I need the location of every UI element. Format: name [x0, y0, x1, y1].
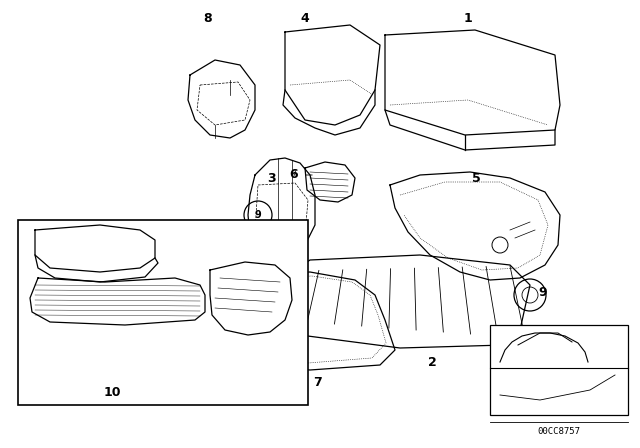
Text: 4: 4 [301, 12, 309, 25]
Text: 9: 9 [539, 285, 547, 298]
Text: 5: 5 [472, 172, 481, 185]
Text: 7: 7 [314, 375, 323, 388]
Text: 2: 2 [428, 356, 436, 369]
Text: 10: 10 [103, 385, 121, 399]
Text: 8: 8 [204, 12, 212, 25]
Text: 6: 6 [290, 168, 298, 181]
Text: 3: 3 [268, 172, 276, 185]
Text: 00CC8757: 00CC8757 [538, 427, 580, 436]
Text: 9: 9 [255, 210, 261, 220]
Bar [18, 220, 308, 405]
Bar [490, 325, 628, 415]
Text: 1: 1 [463, 12, 472, 25]
